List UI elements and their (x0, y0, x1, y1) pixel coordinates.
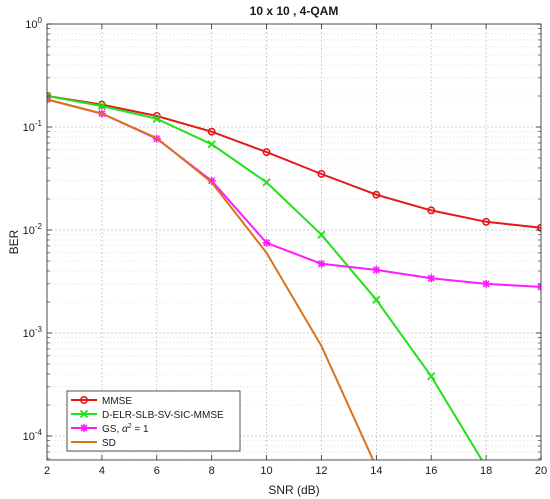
data-point (427, 206, 436, 215)
y-tick-label: 100 (25, 16, 42, 31)
x-axis-label: SNR (dB) (268, 483, 319, 497)
legend: MMSE D-ELR-SLB-SV-SIC-MMSE GS, α2 = 1 SD (66, 390, 241, 452)
chart-title: 10 x 10 , 4-QAM (250, 4, 339, 18)
x-tick-label: 14 (370, 465, 382, 477)
data-point (317, 169, 326, 178)
y-tick-label: 10-4 (23, 428, 43, 443)
legend-label: SD (102, 438, 116, 449)
series-3 (47, 98, 375, 460)
data-point (372, 265, 381, 274)
data-point (80, 395, 89, 404)
x-tick-label: 10 (260, 465, 272, 477)
legend-entry: MMSE (71, 395, 132, 407)
data-point (47, 91, 52, 101)
data-point (537, 282, 541, 291)
plot-area-frame (46, 23, 542, 461)
legend-entry: D-ELR-SLB-SV-SIC-MMSE (71, 409, 224, 421)
data-point (427, 372, 436, 381)
x-tick-label: 16 (425, 465, 437, 477)
plot-series (47, 91, 541, 460)
x-tick-label: 2 (44, 465, 50, 477)
series-line (47, 98, 541, 288)
series-2 (47, 95, 541, 291)
x-tick-label: 12 (315, 465, 327, 477)
data-point (482, 217, 491, 226)
x-tick-label: 6 (154, 465, 160, 477)
y-tick-label: 10-3 (23, 325, 43, 340)
y-tick-label: 10-2 (23, 222, 43, 237)
series-line (47, 95, 541, 229)
y-tick-label: 10-1 (23, 119, 43, 134)
series-0 (47, 91, 541, 232)
data-point (317, 230, 326, 239)
data-point (97, 101, 107, 111)
data-point (80, 424, 88, 432)
data-point (372, 190, 381, 199)
legend-entry: GS, α2 = 1 (71, 423, 149, 435)
data-point (207, 140, 216, 149)
legend-label: MMSE (102, 396, 132, 407)
data-point (317, 259, 326, 268)
legend-label: D-ELR-SLB-SV-SIC-MMSE (102, 410, 224, 421)
x-tick-label: 8 (209, 465, 215, 477)
data-point (262, 238, 271, 247)
axis-ticks: 100 10-1 10-2 10-3 10-4 2 4 6 8 10 12 14 16 18 20 (23, 16, 548, 477)
legend-label: GS, α2 = 1 (102, 423, 149, 435)
legend-entry: SD (71, 438, 116, 449)
data-point (79, 409, 89, 419)
data-point (482, 279, 491, 288)
data-point (427, 274, 436, 283)
data-point (262, 178, 271, 187)
series-1 (47, 91, 484, 460)
y-axis-label: BER (7, 229, 21, 254)
series-line (47, 98, 375, 460)
x-tick-label: 18 (480, 465, 492, 477)
x-tick-label: 4 (99, 465, 105, 477)
data-point (262, 148, 271, 157)
data-point (152, 114, 161, 123)
x-tick-label: 20 (535, 465, 547, 477)
data-point (207, 127, 216, 136)
data-point (372, 295, 381, 304)
